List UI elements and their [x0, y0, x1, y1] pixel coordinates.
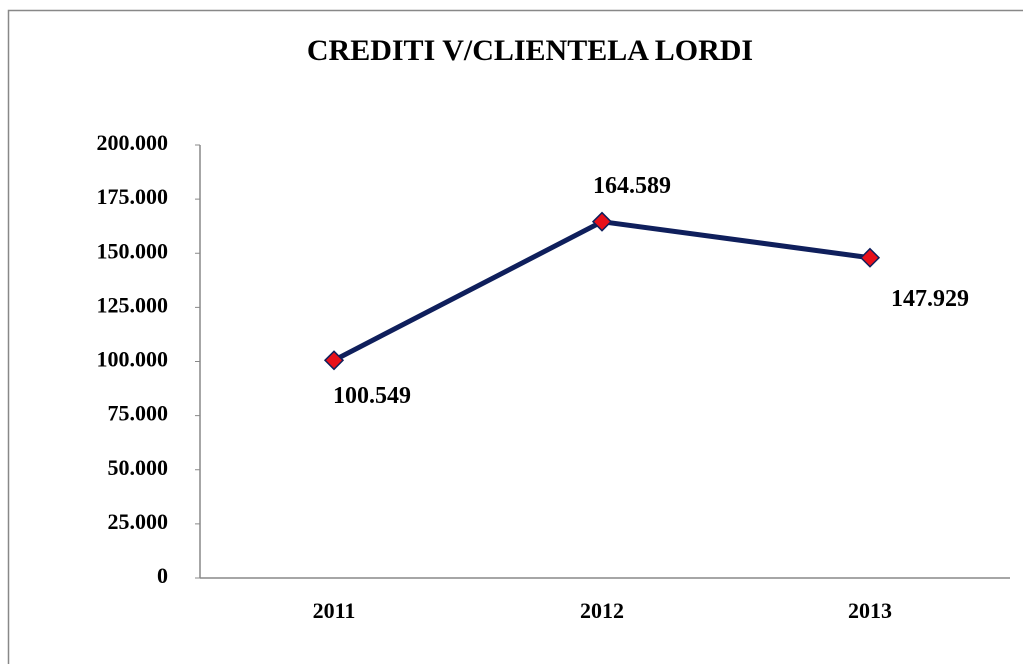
marker	[593, 213, 611, 231]
marker	[861, 249, 879, 267]
y-tick-label: 125.000	[97, 292, 169, 317]
chart-title: CREDITI V/CLIENTELA LORDI	[307, 34, 753, 67]
x-tick-label: 2013	[848, 598, 892, 623]
y-tick-label: 150.000	[97, 238, 169, 263]
y-tick-label: 25.000	[108, 509, 169, 534]
line	[334, 222, 870, 361]
y-tick-label: 100.000	[97, 347, 169, 372]
data-label: 147.929	[891, 286, 969, 312]
y-tick-label: 175.000	[97, 184, 169, 209]
data-label: 100.549	[333, 383, 411, 409]
y-tick-label: 75.000	[108, 401, 169, 426]
y-tick-label: 50.000	[108, 455, 169, 480]
marker	[325, 351, 343, 369]
y-tick-label: 0	[157, 563, 168, 588]
y-tick-label: 200.000	[97, 130, 169, 155]
x-tick-label: 2012	[580, 598, 624, 623]
x-tick-label: 2011	[313, 598, 356, 623]
data-label: 164.589	[593, 173, 671, 199]
